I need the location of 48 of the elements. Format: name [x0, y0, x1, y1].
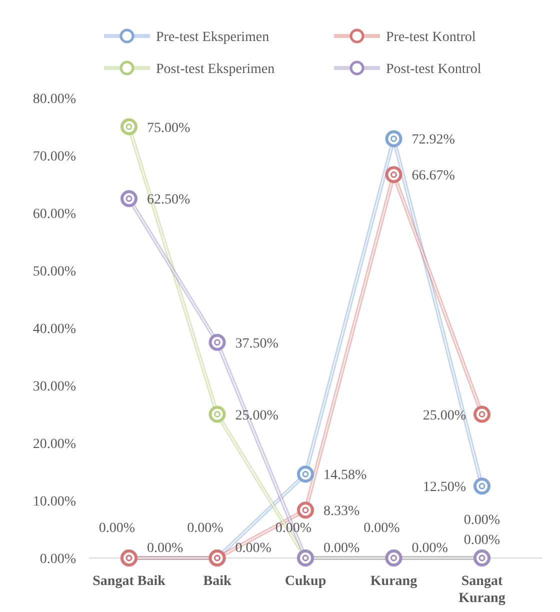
legend-label: Post-test Eksperimen	[156, 62, 275, 77]
data-label: 62.50%	[147, 192, 190, 208]
x-tick-label: Kurang	[370, 574, 418, 589]
data-label: 0.00%	[364, 521, 400, 536]
point	[208, 334, 226, 351]
point	[120, 118, 138, 136]
y-tick-label: 80.00%	[32, 92, 76, 107]
data-label: 0.00%	[98, 521, 136, 536]
data-label: 0.00%	[235, 541, 272, 556]
point	[297, 466, 314, 483]
data-label: 25.00%	[235, 408, 279, 424]
x-tick-label: Sangat Kurang	[458, 574, 506, 606]
point	[385, 130, 402, 148]
data-label: 66.67%	[412, 168, 456, 184]
legend-label: Post-test Kontrol	[386, 62, 482, 77]
y-tick-label: 10.00%	[32, 494, 76, 510]
data-label: 72.92%	[412, 132, 456, 148]
data-label: 0.00%	[275, 521, 312, 536]
point	[297, 502, 314, 519]
data-label: 0.00%	[147, 541, 184, 556]
y-tick-label: 60.00%	[32, 207, 76, 222]
x-tick-label: Sangat Baik	[92, 574, 166, 589]
point	[385, 166, 402, 184]
y-tick-label: 20.00%	[32, 437, 76, 452]
point	[208, 406, 226, 423]
x-tick-label: Cukup	[284, 574, 326, 589]
y-tick-label: 40.00%	[32, 322, 76, 337]
point	[474, 406, 490, 423]
data-label: 25.00%	[422, 408, 466, 424]
y-tick-label: 0.00%	[40, 552, 76, 567]
data-label: 37.50%	[235, 336, 279, 352]
data-label: 0.00%	[187, 521, 224, 536]
data-label: 75.00%	[147, 120, 190, 136]
point	[120, 190, 138, 208]
legend-label: Pre-test Eksperimen	[156, 30, 270, 45]
y-tick-label: 70.00%	[32, 150, 76, 164]
data-label: 0.00%	[464, 533, 500, 548]
y-tick-label: 50.00%	[32, 264, 76, 280]
y-tick-label: 30.00%	[32, 380, 76, 394]
data-label: 0.00%	[324, 541, 360, 556]
data-label: 12.50%	[422, 480, 466, 496]
legend-label: Pre-test Kontrol	[386, 30, 476, 45]
point	[474, 478, 490, 495]
data-label: 8.33%	[324, 504, 360, 520]
x-tick-label: Baik	[203, 574, 232, 589]
data-label: 0.00%	[464, 513, 500, 528]
data-label: 0.00%	[412, 541, 448, 556]
data-label: 14.58%	[324, 468, 367, 484]
